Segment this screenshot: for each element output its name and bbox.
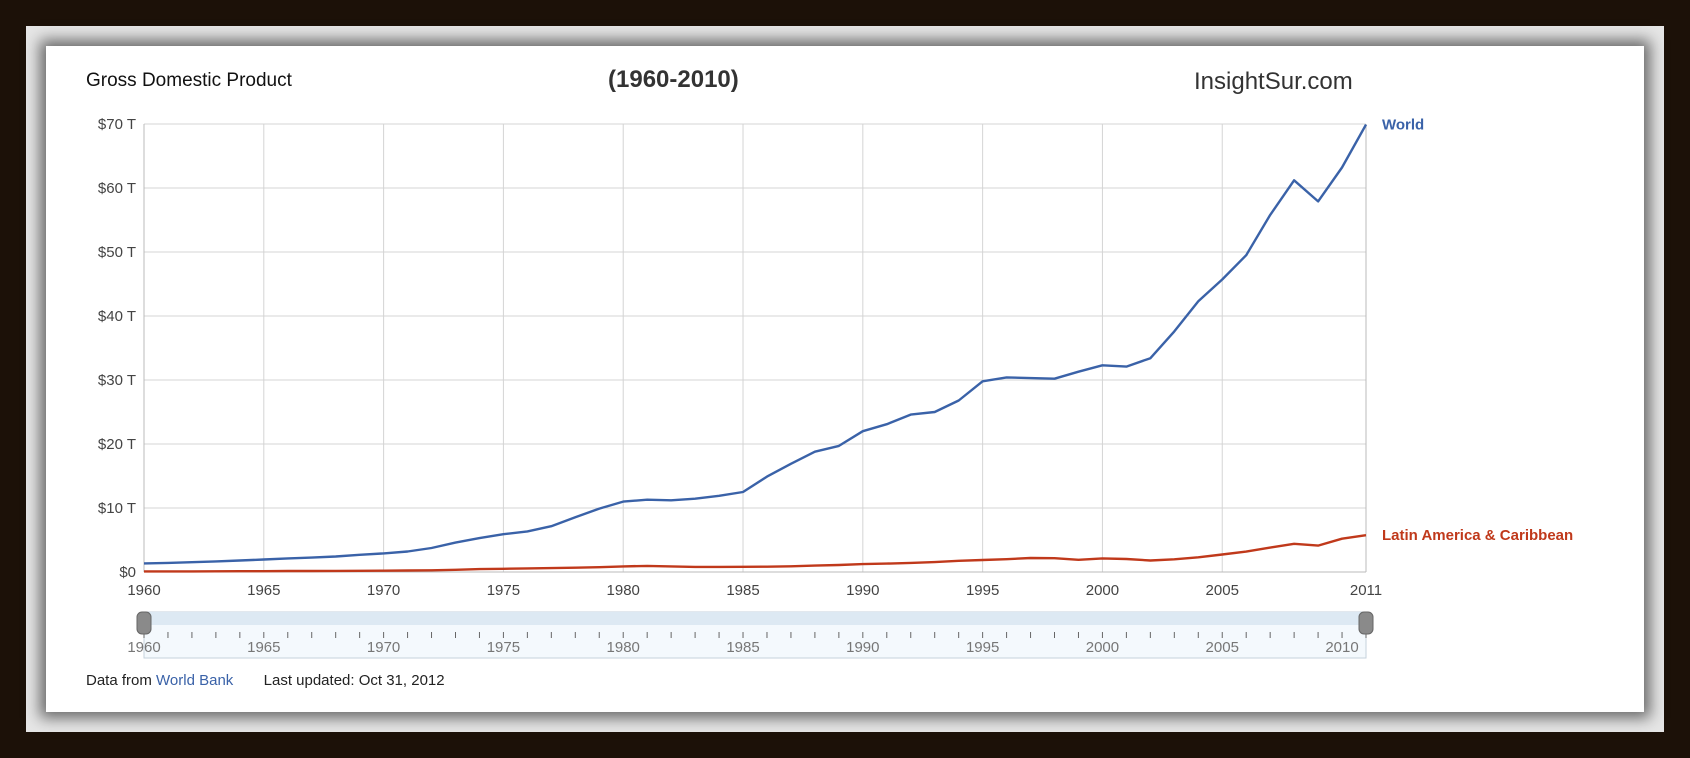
range-tick-label: 2005 — [1206, 639, 1239, 656]
world-bank-link[interactable]: World Bank — [156, 672, 234, 689]
series-end-labels: World Latin America & Caribbean — [1382, 117, 1573, 545]
range-tick-label: 2000 — [1086, 639, 1119, 656]
source-prefix: Data from — [86, 672, 152, 689]
x-tick-label: 1975 — [487, 582, 520, 599]
series-label: World — [1382, 117, 1424, 134]
y-tick-label: $0 — [119, 564, 136, 581]
x-tick-label: 1980 — [607, 582, 640, 599]
chart-title: Gross Domestic Product — [86, 70, 292, 91]
range-tick-label: 1985 — [726, 639, 759, 656]
y-tick-label: $60 T — [98, 180, 136, 197]
chart-series — [143, 124, 1368, 573]
last-updated: Last updated: Oct 31, 2012 — [263, 672, 445, 689]
range-tick-label: 1960 — [127, 639, 160, 656]
x-tick-label: 1995 — [966, 582, 999, 599]
chart-grid — [143, 123, 1367, 573]
range-handle-right[interactable] — [1358, 611, 1374, 635]
range-tick-label: 1975 — [487, 639, 520, 656]
range-tick-label: 1990 — [846, 639, 879, 656]
y-tick-label: $10 T — [98, 500, 136, 517]
brand-label: InsightSur.com — [1194, 68, 1353, 95]
y-tick-label: $30 T — [98, 372, 136, 389]
x-tick-label: 2000 — [1086, 582, 1119, 599]
series-line-world — [143, 124, 1368, 565]
y-axis-labels: $0 $10 T $20 T $30 T $40 T $50 T $60 T $70 T — [98, 116, 136, 581]
y-tick-label: $50 T — [98, 244, 136, 261]
range-handle-left[interactable] — [136, 611, 152, 635]
y-tick-label: $70 T — [98, 116, 136, 133]
footer: Data from World Bank Last updated: Oct 3… — [86, 672, 445, 689]
series-line-latin-america — [144, 534, 1367, 573]
range-tick-label: 1980 — [607, 639, 640, 656]
x-tick-label: 1960 — [127, 582, 160, 599]
range-tick-label: 1995 — [966, 639, 999, 656]
series-label: Latin America & Caribbean — [1382, 527, 1573, 544]
x-tick-label: 1985 — [726, 582, 759, 599]
range-tick-label: 2010 — [1325, 639, 1358, 656]
x-tick-label: 2011 — [1350, 582, 1382, 599]
chart-subtitle: (1960-2010) — [608, 66, 739, 93]
chart-card — [46, 46, 1644, 712]
range-overview-band — [144, 612, 1366, 625]
x-axis-labels: 1960 1965 1970 1975 1980 1985 1990 1995 2000 2005… — [127, 582, 1382, 599]
y-tick-label: $20 T — [98, 436, 136, 453]
x-tick-label: 1970 — [367, 582, 400, 599]
range-tick-label: 1970 — [367, 639, 400, 656]
range-tick-label: 1965 — [247, 639, 280, 656]
x-tick-label: 1990 — [846, 582, 879, 599]
range-selector[interactable]: 1960 1965 1970 1975 1980 1985 1990 1995 2000 2005… — [127, 611, 1374, 659]
y-tick-label: $40 T — [98, 308, 136, 325]
x-tick-label: 2005 — [1206, 582, 1239, 599]
x-tick-label: 1965 — [247, 582, 280, 599]
